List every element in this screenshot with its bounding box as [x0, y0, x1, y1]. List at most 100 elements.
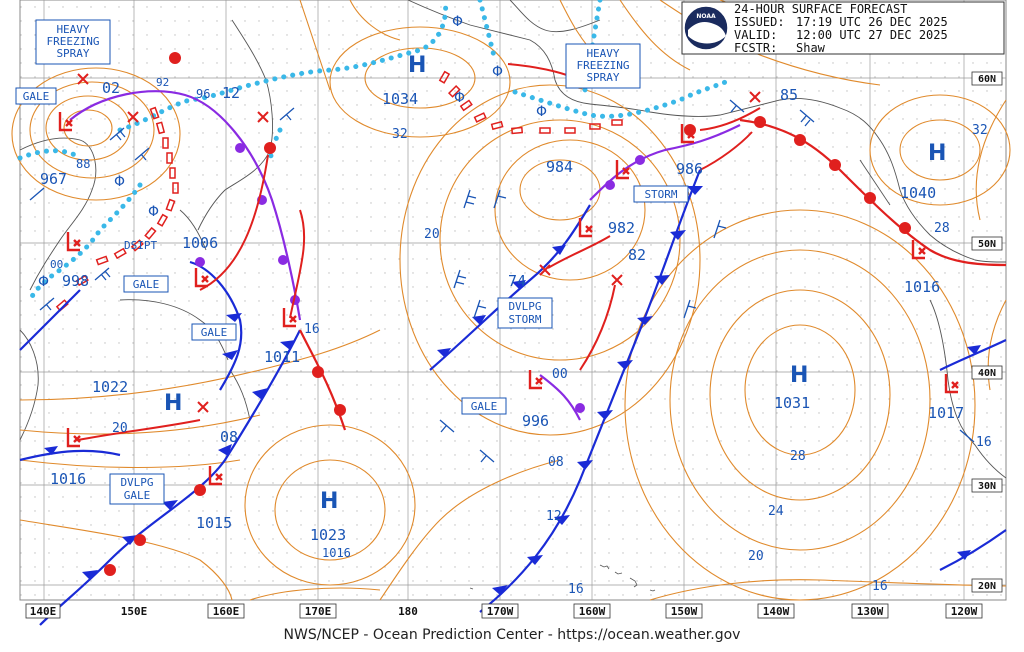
- developing-gale-warning: DVLPG GALE: [109, 473, 165, 505]
- coastlines: [19, 0, 1007, 479]
- low-pressure-value: 982: [608, 219, 635, 237]
- isobar-label: 1016: [322, 546, 351, 560]
- isobar-label: 28: [934, 221, 950, 236]
- isobar-label: 32: [972, 123, 988, 138]
- lon-label: 150E: [121, 605, 148, 618]
- isobar-label: 20: [748, 549, 764, 564]
- high-symbol: H: [164, 391, 182, 416]
- warning-line: HEAVY: [586, 47, 619, 60]
- forecast-header: NOAA 24-HOUR SURFACE FORECAST ISSUED: 17…: [681, 1, 1005, 55]
- lon-label: 180: [398, 605, 418, 618]
- isobar-label: 00: [552, 367, 568, 382]
- high-pressure-value: 1034: [382, 90, 418, 108]
- lat-label: 30N: [978, 481, 996, 492]
- lon-label: 160W: [579, 605, 606, 618]
- low-symbol-icon: [911, 240, 926, 260]
- isobar-labels: 02 92 96 12 88 00 32 20 74 82 85 16 08 2…: [50, 76, 992, 597]
- warning-line: SPRAY: [586, 71, 619, 84]
- low-symbol-icon: [615, 160, 630, 180]
- isobar-label: 28: [790, 449, 806, 464]
- isobar-label: 16: [976, 435, 992, 450]
- low-x: [749, 91, 761, 103]
- isobar-label: 88: [76, 157, 90, 171]
- low-symbol-icon: [578, 218, 593, 238]
- low-pressure-value: 1011: [264, 348, 300, 366]
- lon-label: 170W: [487, 605, 514, 618]
- low-symbol-icon: [680, 124, 695, 144]
- dissipating-label: DSIPT: [124, 239, 157, 252]
- low-symbol-icon: [66, 428, 81, 448]
- ice-accretion-icon: Φ: [492, 64, 503, 80]
- cold-front-west: [39, 329, 301, 626]
- gale-warning-3: GALE: [191, 323, 237, 341]
- warning-line: GALE: [124, 489, 151, 502]
- ice-accretion-icon: Φ: [114, 174, 125, 190]
- heavy-spray-warning-east: HEAVY FREEZING SPRAY: [565, 43, 641, 89]
- issued-time: 17:19 UTC 26 DEC 2025: [796, 15, 948, 29]
- low-pressure-value: 1017: [928, 404, 964, 422]
- noaa-logo-text: NOAA: [696, 13, 716, 20]
- forecaster-name: Shaw: [796, 41, 826, 55]
- gale-label: GALE: [133, 278, 160, 291]
- low-glyphs: [58, 112, 959, 486]
- low-pressure-value: 998: [62, 272, 89, 290]
- warning-line: DVLPG: [120, 476, 153, 489]
- lon-label: 140W: [763, 605, 790, 618]
- low-pressure-value: 986: [676, 160, 703, 178]
- ice-accretion-icon: Φ: [452, 14, 463, 30]
- valid-label: VALID:: [734, 28, 777, 42]
- isobar-label: 96: [196, 87, 210, 101]
- low-pressure-value: 984: [546, 158, 573, 176]
- isobar-label: 08: [220, 428, 238, 446]
- noaa-logo-icon: NOAA: [683, 5, 729, 51]
- lon-label: 160E: [213, 605, 240, 618]
- warning-line: DVLPG: [508, 300, 541, 313]
- low-pressure-value: 1006: [182, 234, 218, 252]
- ice-symbols: Φ Φ Φ Φ Φ Φ Φ: [38, 14, 547, 290]
- track-arrow: [77, 419, 201, 441]
- storm-label: STORM: [644, 188, 677, 201]
- low-pressure-value: 996: [522, 412, 549, 430]
- ice-accretion-icon: Φ: [536, 104, 547, 120]
- gale-warning-2: GALE: [123, 275, 169, 293]
- isobar-label: 32: [392, 127, 408, 142]
- lat-label: 50N: [978, 239, 996, 250]
- isobar-label: 74: [508, 272, 526, 290]
- ice-accretion-icon: Φ: [148, 204, 159, 220]
- low-symbol-icon: [194, 268, 209, 288]
- isobar-label: 12: [546, 509, 562, 524]
- low-x: [611, 274, 623, 286]
- developing-storm-warning: DVLPG STORM: [497, 297, 553, 329]
- low-symbol-icon: [58, 112, 73, 132]
- isobar-label: 92: [156, 76, 169, 89]
- warm-front-gulf: [739, 118, 1007, 267]
- high-pressure-value: 1023: [310, 526, 346, 544]
- low-symbol-icon: [208, 466, 223, 486]
- islands: [469, 564, 656, 592]
- warning-line: STORM: [508, 313, 541, 326]
- isobar-label: 08: [548, 455, 564, 470]
- cold-front-triangles: [44, 186, 981, 595]
- warning-line: FREEZING: [47, 35, 100, 48]
- gale-warning-4: GALE: [461, 397, 507, 415]
- forecast-title: 24-HOUR SURFACE FORECAST: [734, 2, 907, 16]
- low-pressure-value: 967: [40, 170, 67, 188]
- isobar-label: 82: [628, 246, 646, 264]
- isobar-label: 16: [872, 579, 888, 594]
- low-x: [77, 73, 89, 85]
- lat-label: 40N: [978, 368, 996, 379]
- high-centers: H H H H H: [164, 53, 946, 514]
- warning-labels: HEAVY FREEZING SPRAY HEAVY FREEZING SPRA…: [15, 19, 689, 505]
- low-pressure-value: 1016: [50, 470, 86, 488]
- occluded-symbols: [195, 143, 645, 413]
- lat-label: 20N: [978, 581, 996, 592]
- gale-warning-1: GALE: [15, 87, 57, 105]
- high-pressure-value: 1022: [92, 378, 128, 396]
- low-centers: [77, 73, 761, 413]
- lon-label: 170E: [305, 605, 332, 618]
- longitude-labels: 140E 150E 160E 170E 180 170W 160W 150W 1…: [25, 603, 983, 619]
- occluded-front-west: [69, 90, 302, 321]
- lon-label: 140E: [30, 605, 57, 618]
- isobar-label: 85: [780, 86, 798, 104]
- low-x: [197, 401, 209, 413]
